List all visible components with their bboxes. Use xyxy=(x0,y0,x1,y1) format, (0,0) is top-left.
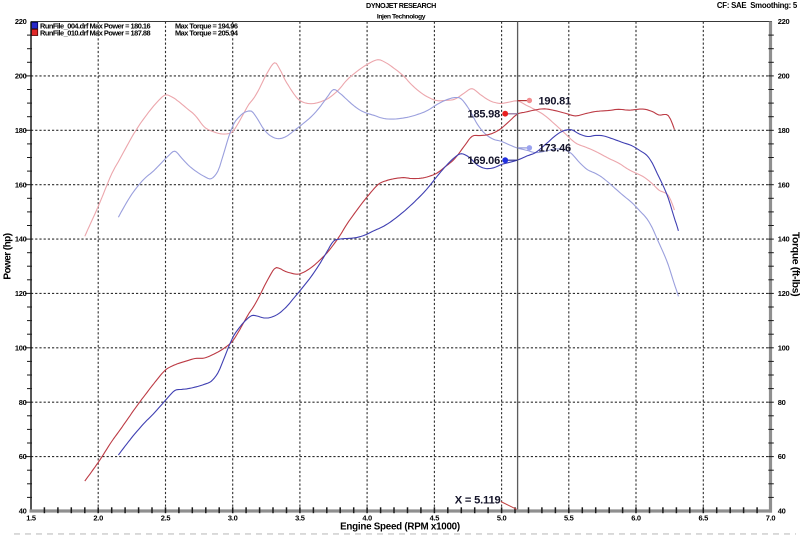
svg-text:180: 180 xyxy=(778,126,790,135)
svg-text:60: 60 xyxy=(778,452,786,461)
svg-text:Max Torque = 205.94: Max Torque = 205.94 xyxy=(175,29,239,38)
svg-text:80: 80 xyxy=(778,398,786,407)
svg-text:80: 80 xyxy=(19,398,27,407)
svg-text:100: 100 xyxy=(15,343,27,352)
svg-text:Power (hp): Power (hp) xyxy=(3,233,14,279)
svg-text:4.5: 4.5 xyxy=(430,514,440,523)
svg-text:7.0: 7.0 xyxy=(766,514,776,523)
svg-text:DYNOJET RESEARCH: DYNOJET RESEARCH xyxy=(366,1,436,10)
svg-text:190.81: 190.81 xyxy=(539,96,572,108)
svg-text:RunFile_004.drf Max Power = 18: RunFile_004.drf Max Power = 180.16 xyxy=(40,22,151,31)
svg-text:120: 120 xyxy=(15,289,27,298)
svg-text:2.5: 2.5 xyxy=(161,514,171,523)
svg-text:3.0: 3.0 xyxy=(228,514,238,523)
svg-text:CF: SAE Smoothing: 5: CF: SAE Smoothing: 5 xyxy=(717,1,798,10)
svg-text:X = 5.119: X = 5.119 xyxy=(455,494,501,506)
svg-text:169.06: 169.06 xyxy=(468,155,501,167)
svg-text:100: 100 xyxy=(778,343,790,352)
svg-text:160: 160 xyxy=(778,180,790,189)
svg-text:5.0: 5.0 xyxy=(497,514,507,523)
svg-text:5.5: 5.5 xyxy=(564,514,574,523)
svg-text:140: 140 xyxy=(15,235,27,244)
svg-text:200: 200 xyxy=(778,72,790,81)
svg-text:2.0: 2.0 xyxy=(93,514,103,523)
svg-text:173.46: 173.46 xyxy=(539,143,572,155)
svg-text:RunFile_010.drf Max Power = 18: RunFile_010.drf Max Power = 187.88 xyxy=(40,29,151,38)
svg-text:4.0: 4.0 xyxy=(362,514,372,523)
svg-text:180: 180 xyxy=(15,126,27,135)
svg-text:1.5: 1.5 xyxy=(26,514,36,523)
svg-text:140: 140 xyxy=(778,235,790,244)
svg-text:40: 40 xyxy=(778,507,786,516)
svg-text:Injen Technology: Injen Technology xyxy=(377,14,426,21)
svg-text:6.0: 6.0 xyxy=(631,514,641,523)
svg-text:Max Torque = 194.96: Max Torque = 194.96 xyxy=(175,22,238,31)
svg-text:6.5: 6.5 xyxy=(699,514,709,523)
svg-text:40: 40 xyxy=(19,507,27,516)
svg-text:120: 120 xyxy=(778,289,790,298)
svg-text:185.98: 185.98 xyxy=(468,109,501,121)
svg-text:200: 200 xyxy=(15,72,27,81)
svg-text:Torque (ft-lbs): Torque (ft-lbs) xyxy=(790,232,800,296)
svg-text:220: 220 xyxy=(15,17,27,26)
svg-text:160: 160 xyxy=(15,180,27,189)
svg-text:220: 220 xyxy=(778,17,790,26)
svg-text:60: 60 xyxy=(19,452,27,461)
svg-text:Engine Speed (RPM x1000): Engine Speed (RPM x1000) xyxy=(340,522,460,533)
svg-text:3.5: 3.5 xyxy=(295,514,305,523)
